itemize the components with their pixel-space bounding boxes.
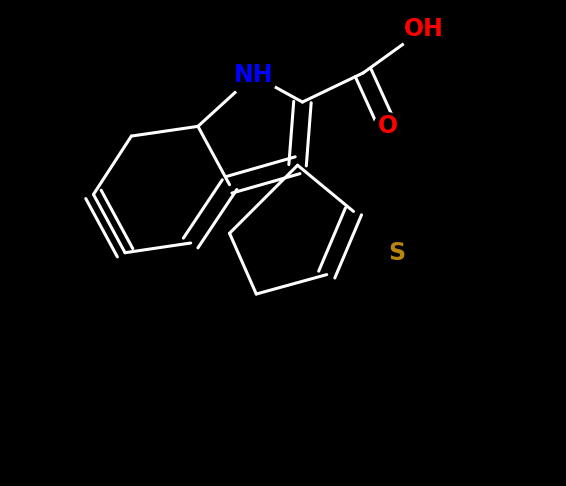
Text: O: O <box>378 114 397 139</box>
Text: OH: OH <box>404 17 444 41</box>
Circle shape <box>230 52 277 99</box>
Circle shape <box>380 236 414 270</box>
Circle shape <box>374 113 401 140</box>
Text: NH: NH <box>234 63 273 87</box>
Text: S: S <box>389 241 406 265</box>
Circle shape <box>400 5 448 53</box>
